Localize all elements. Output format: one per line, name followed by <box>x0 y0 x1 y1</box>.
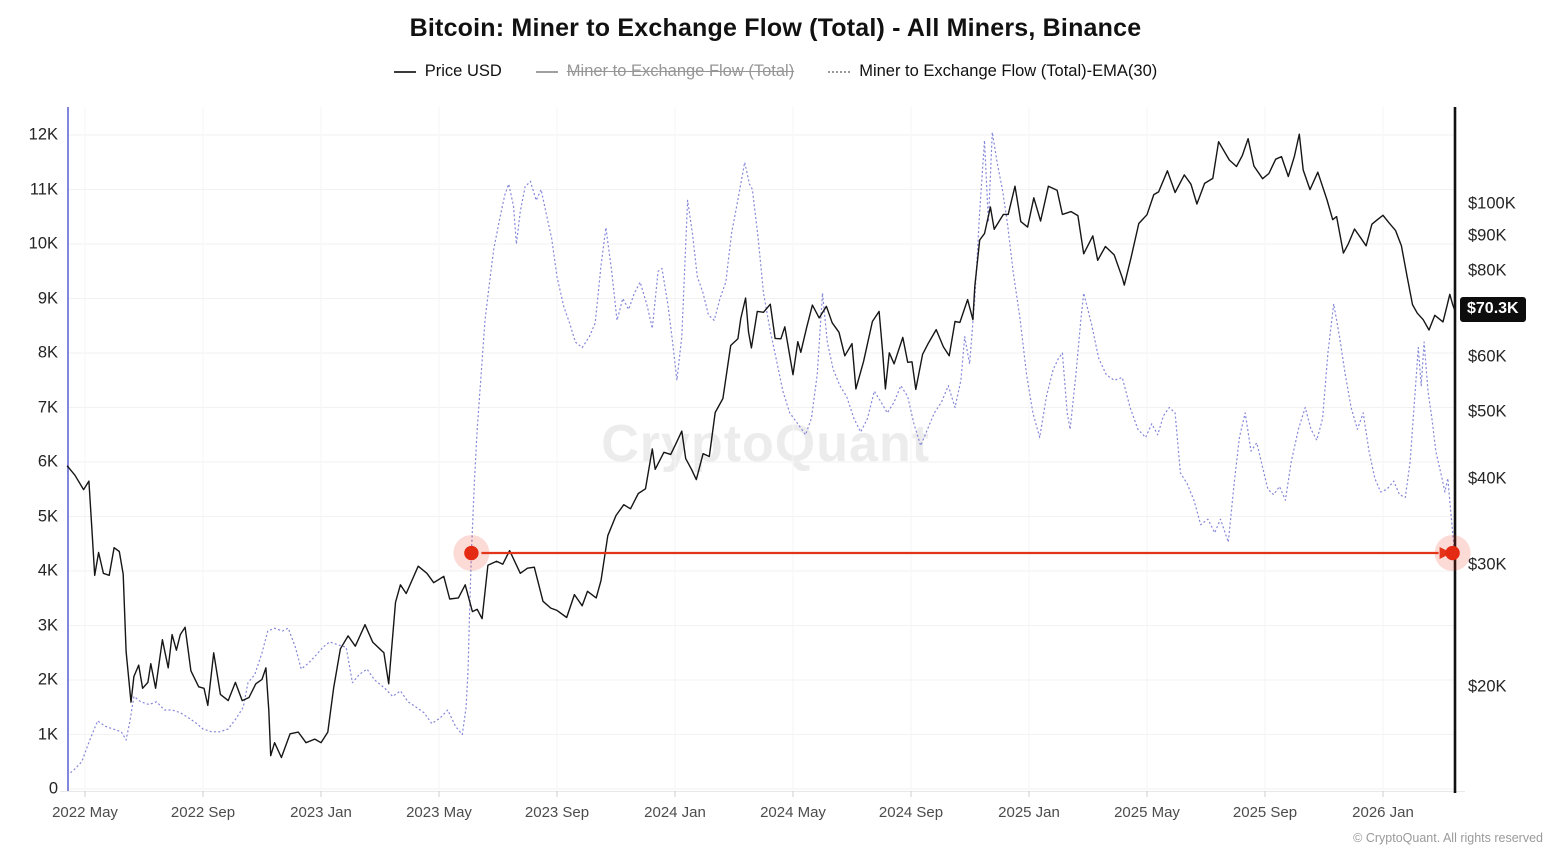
y-right-tick-label: $90K <box>1468 226 1507 245</box>
y-right-tick-label: $50K <box>1468 402 1507 421</box>
y-right-tick-label: $30K <box>1468 555 1507 574</box>
x-tick-label: 2025 Sep <box>1232 804 1298 821</box>
y-left-tick-label: 6K <box>37 452 58 471</box>
y-left-tick-label: 10K <box>28 234 58 253</box>
x-tick-label: 2025 Jan <box>998 804 1060 821</box>
legend-item-miner-flow-ema30[interactable]: Miner to Exchange Flow (Total)-EMA(30) <box>828 62 1157 81</box>
legend-label: Miner to Exchange Flow (Total) <box>566 62 795 80</box>
miner-flow-ema-line[interactable] <box>66 131 1456 776</box>
price-usd-line[interactable] <box>66 133 1456 759</box>
current-price-badge: $70.3K <box>1460 296 1526 322</box>
x-tick-label: 2024 May <box>760 804 826 821</box>
y-right-tick-label: $40K <box>1468 469 1507 488</box>
y-left-tick-label: 7K <box>37 398 58 416</box>
x-tick-label: 2023 Jan <box>290 804 352 821</box>
legend-item-miner-flow-total[interactable]: Miner to Exchange Flow (Total) <box>535 62 795 81</box>
y-right-tick-label: $80K <box>1468 261 1507 280</box>
x-tick-label: 2023 May <box>406 804 472 821</box>
y-left-tick-label: 11K <box>29 180 58 198</box>
x-tick-label: 2024 Sep <box>878 804 944 821</box>
y-left-tick-label: 3K <box>37 616 58 634</box>
legend: Price USD Miner to Exchange Flow (Total)… <box>0 62 1551 81</box>
y-right-tick-label: $20K <box>1468 677 1507 696</box>
y-left-tick-label: 0 <box>48 779 58 798</box>
y-left-tick-label: 8K <box>37 343 58 362</box>
y-left-tick-label: 5K <box>37 507 58 525</box>
line-swatch-icon <box>393 70 416 73</box>
page-title: Bitcoin: Miner to Exchange Flow (Total) … <box>409 14 1142 42</box>
x-tick-label: 2022 Sep <box>170 804 236 821</box>
copyright-note: © CryptoQuant. All rights reserved <box>1353 831 1543 845</box>
y-left-tick-label: 2K <box>37 670 58 689</box>
legend-item-price-usd[interactable]: Price USD <box>393 62 502 81</box>
annotation-dot-icon <box>1445 545 1460 561</box>
y-right-tick-label: $100K <box>1468 194 1516 213</box>
line-swatch-icon <box>535 70 558 73</box>
y-left-tick-label: 9K <box>37 289 58 307</box>
annotation-dot-icon <box>464 545 479 561</box>
cryptoquant-watermark: CryptoQuant <box>601 415 931 473</box>
y-left-tick-label: 4K <box>37 561 58 580</box>
x-tick-label: 2025 May <box>1114 804 1180 821</box>
y-left-tick-label: 12K <box>28 125 58 144</box>
y-left-tick-label: 1K <box>37 725 58 743</box>
dotted-line-swatch-icon <box>828 70 851 73</box>
x-tick-label: 2026 Jan <box>1352 804 1414 821</box>
legend-label: Miner to Exchange Flow (Total)-EMA(30) <box>859 62 1158 80</box>
x-tick-label: 2022 May <box>52 804 118 821</box>
y-right-tick-label: $60K <box>1468 347 1507 366</box>
x-tick-label: 2023 Sep <box>524 804 590 821</box>
legend-label: Price USD <box>424 62 502 80</box>
x-tick-label: 2024 Jan <box>644 804 706 821</box>
